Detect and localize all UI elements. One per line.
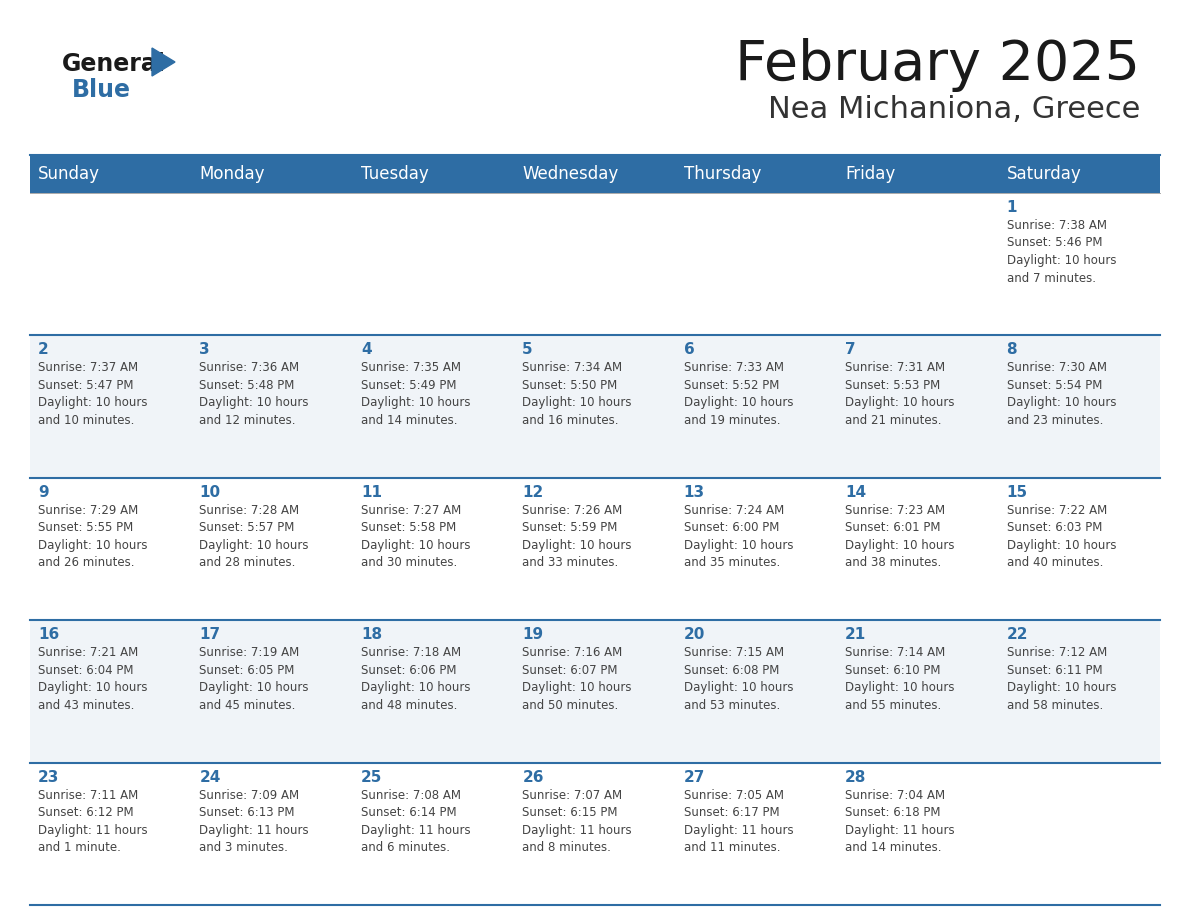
Text: 15: 15: [1006, 485, 1028, 499]
Bar: [30, 193, 1159, 335]
Text: Saturday: Saturday: [1006, 165, 1081, 183]
Text: 2: 2: [38, 342, 49, 357]
Text: Sunrise: 7:19 AM
Sunset: 6:05 PM
Daylight: 10 hours
and 45 minutes.: Sunrise: 7:19 AM Sunset: 6:05 PM Dayligh…: [200, 646, 309, 711]
Text: Nea Michaniona, Greece: Nea Michaniona, Greece: [767, 95, 1140, 124]
Bar: [30, 155, 1159, 193]
Text: Sunrise: 7:28 AM
Sunset: 5:57 PM
Daylight: 10 hours
and 28 minutes.: Sunrise: 7:28 AM Sunset: 5:57 PM Dayligh…: [200, 504, 309, 569]
Text: Tuesday: Tuesday: [361, 165, 429, 183]
Bar: [30, 335, 1159, 477]
Text: 22: 22: [1006, 627, 1028, 643]
Text: 26: 26: [523, 769, 544, 785]
Text: Sunrise: 7:12 AM
Sunset: 6:11 PM
Daylight: 10 hours
and 58 minutes.: Sunrise: 7:12 AM Sunset: 6:11 PM Dayligh…: [1006, 646, 1116, 711]
Bar: [30, 477, 1159, 621]
Text: Sunrise: 7:11 AM
Sunset: 6:12 PM
Daylight: 11 hours
and 1 minute.: Sunrise: 7:11 AM Sunset: 6:12 PM Dayligh…: [38, 789, 147, 854]
Text: 1: 1: [1006, 200, 1017, 215]
Text: Sunrise: 7:31 AM
Sunset: 5:53 PM
Daylight: 10 hours
and 21 minutes.: Sunrise: 7:31 AM Sunset: 5:53 PM Dayligh…: [845, 362, 955, 427]
Text: Sunrise: 7:16 AM
Sunset: 6:07 PM
Daylight: 10 hours
and 50 minutes.: Sunrise: 7:16 AM Sunset: 6:07 PM Dayligh…: [523, 646, 632, 711]
Polygon shape: [152, 48, 175, 76]
Text: Sunrise: 7:04 AM
Sunset: 6:18 PM
Daylight: 11 hours
and 14 minutes.: Sunrise: 7:04 AM Sunset: 6:18 PM Dayligh…: [845, 789, 955, 854]
Text: 6: 6: [684, 342, 695, 357]
Text: 8: 8: [1006, 342, 1017, 357]
Text: 16: 16: [38, 627, 59, 643]
Text: Sunrise: 7:37 AM
Sunset: 5:47 PM
Daylight: 10 hours
and 10 minutes.: Sunrise: 7:37 AM Sunset: 5:47 PM Dayligh…: [38, 362, 147, 427]
Text: Sunrise: 7:27 AM
Sunset: 5:58 PM
Daylight: 10 hours
and 30 minutes.: Sunrise: 7:27 AM Sunset: 5:58 PM Dayligh…: [361, 504, 470, 569]
Text: Wednesday: Wednesday: [523, 165, 619, 183]
Text: 9: 9: [38, 485, 49, 499]
Text: 24: 24: [200, 769, 221, 785]
Text: 27: 27: [684, 769, 706, 785]
Text: 10: 10: [200, 485, 221, 499]
Text: 28: 28: [845, 769, 866, 785]
Text: Sunrise: 7:24 AM
Sunset: 6:00 PM
Daylight: 10 hours
and 35 minutes.: Sunrise: 7:24 AM Sunset: 6:00 PM Dayligh…: [684, 504, 794, 569]
Text: Sunday: Sunday: [38, 165, 100, 183]
Text: Blue: Blue: [72, 78, 131, 102]
Text: 25: 25: [361, 769, 383, 785]
Text: Sunrise: 7:07 AM
Sunset: 6:15 PM
Daylight: 11 hours
and 8 minutes.: Sunrise: 7:07 AM Sunset: 6:15 PM Dayligh…: [523, 789, 632, 854]
Text: Sunrise: 7:38 AM
Sunset: 5:46 PM
Daylight: 10 hours
and 7 minutes.: Sunrise: 7:38 AM Sunset: 5:46 PM Dayligh…: [1006, 219, 1116, 285]
Text: 20: 20: [684, 627, 706, 643]
Text: Sunrise: 7:23 AM
Sunset: 6:01 PM
Daylight: 10 hours
and 38 minutes.: Sunrise: 7:23 AM Sunset: 6:01 PM Dayligh…: [845, 504, 955, 569]
Text: 23: 23: [38, 769, 59, 785]
Text: Friday: Friday: [845, 165, 896, 183]
Text: Sunrise: 7:09 AM
Sunset: 6:13 PM
Daylight: 11 hours
and 3 minutes.: Sunrise: 7:09 AM Sunset: 6:13 PM Dayligh…: [200, 789, 309, 854]
Text: Sunrise: 7:21 AM
Sunset: 6:04 PM
Daylight: 10 hours
and 43 minutes.: Sunrise: 7:21 AM Sunset: 6:04 PM Dayligh…: [38, 646, 147, 711]
Bar: [30, 621, 1159, 763]
Text: 7: 7: [845, 342, 855, 357]
Text: Sunrise: 7:30 AM
Sunset: 5:54 PM
Daylight: 10 hours
and 23 minutes.: Sunrise: 7:30 AM Sunset: 5:54 PM Dayligh…: [1006, 362, 1116, 427]
Text: Sunrise: 7:29 AM
Sunset: 5:55 PM
Daylight: 10 hours
and 26 minutes.: Sunrise: 7:29 AM Sunset: 5:55 PM Dayligh…: [38, 504, 147, 569]
Text: 17: 17: [200, 627, 221, 643]
Text: 11: 11: [361, 485, 381, 499]
Bar: [30, 763, 1159, 905]
Text: 13: 13: [684, 485, 704, 499]
Text: 5: 5: [523, 342, 533, 357]
Text: General: General: [62, 52, 166, 76]
Text: 19: 19: [523, 627, 543, 643]
Text: Sunrise: 7:08 AM
Sunset: 6:14 PM
Daylight: 11 hours
and 6 minutes.: Sunrise: 7:08 AM Sunset: 6:14 PM Dayligh…: [361, 789, 470, 854]
Text: 18: 18: [361, 627, 383, 643]
Text: Sunrise: 7:26 AM
Sunset: 5:59 PM
Daylight: 10 hours
and 33 minutes.: Sunrise: 7:26 AM Sunset: 5:59 PM Dayligh…: [523, 504, 632, 569]
Text: 12: 12: [523, 485, 544, 499]
Text: 4: 4: [361, 342, 372, 357]
Text: Sunrise: 7:18 AM
Sunset: 6:06 PM
Daylight: 10 hours
and 48 minutes.: Sunrise: 7:18 AM Sunset: 6:06 PM Dayligh…: [361, 646, 470, 711]
Text: Sunrise: 7:22 AM
Sunset: 6:03 PM
Daylight: 10 hours
and 40 minutes.: Sunrise: 7:22 AM Sunset: 6:03 PM Dayligh…: [1006, 504, 1116, 569]
Text: 3: 3: [200, 342, 210, 357]
Text: Sunrise: 7:15 AM
Sunset: 6:08 PM
Daylight: 10 hours
and 53 minutes.: Sunrise: 7:15 AM Sunset: 6:08 PM Dayligh…: [684, 646, 794, 711]
Text: Sunrise: 7:14 AM
Sunset: 6:10 PM
Daylight: 10 hours
and 55 minutes.: Sunrise: 7:14 AM Sunset: 6:10 PM Dayligh…: [845, 646, 955, 711]
Text: 21: 21: [845, 627, 866, 643]
Text: Sunrise: 7:35 AM
Sunset: 5:49 PM
Daylight: 10 hours
and 14 minutes.: Sunrise: 7:35 AM Sunset: 5:49 PM Dayligh…: [361, 362, 470, 427]
Text: Sunrise: 7:05 AM
Sunset: 6:17 PM
Daylight: 11 hours
and 11 minutes.: Sunrise: 7:05 AM Sunset: 6:17 PM Dayligh…: [684, 789, 794, 854]
Text: Sunrise: 7:34 AM
Sunset: 5:50 PM
Daylight: 10 hours
and 16 minutes.: Sunrise: 7:34 AM Sunset: 5:50 PM Dayligh…: [523, 362, 632, 427]
Text: February 2025: February 2025: [735, 38, 1140, 92]
Text: Monday: Monday: [200, 165, 265, 183]
Text: 14: 14: [845, 485, 866, 499]
Text: Thursday: Thursday: [684, 165, 762, 183]
Text: Sunrise: 7:36 AM
Sunset: 5:48 PM
Daylight: 10 hours
and 12 minutes.: Sunrise: 7:36 AM Sunset: 5:48 PM Dayligh…: [200, 362, 309, 427]
Text: Sunrise: 7:33 AM
Sunset: 5:52 PM
Daylight: 10 hours
and 19 minutes.: Sunrise: 7:33 AM Sunset: 5:52 PM Dayligh…: [684, 362, 794, 427]
